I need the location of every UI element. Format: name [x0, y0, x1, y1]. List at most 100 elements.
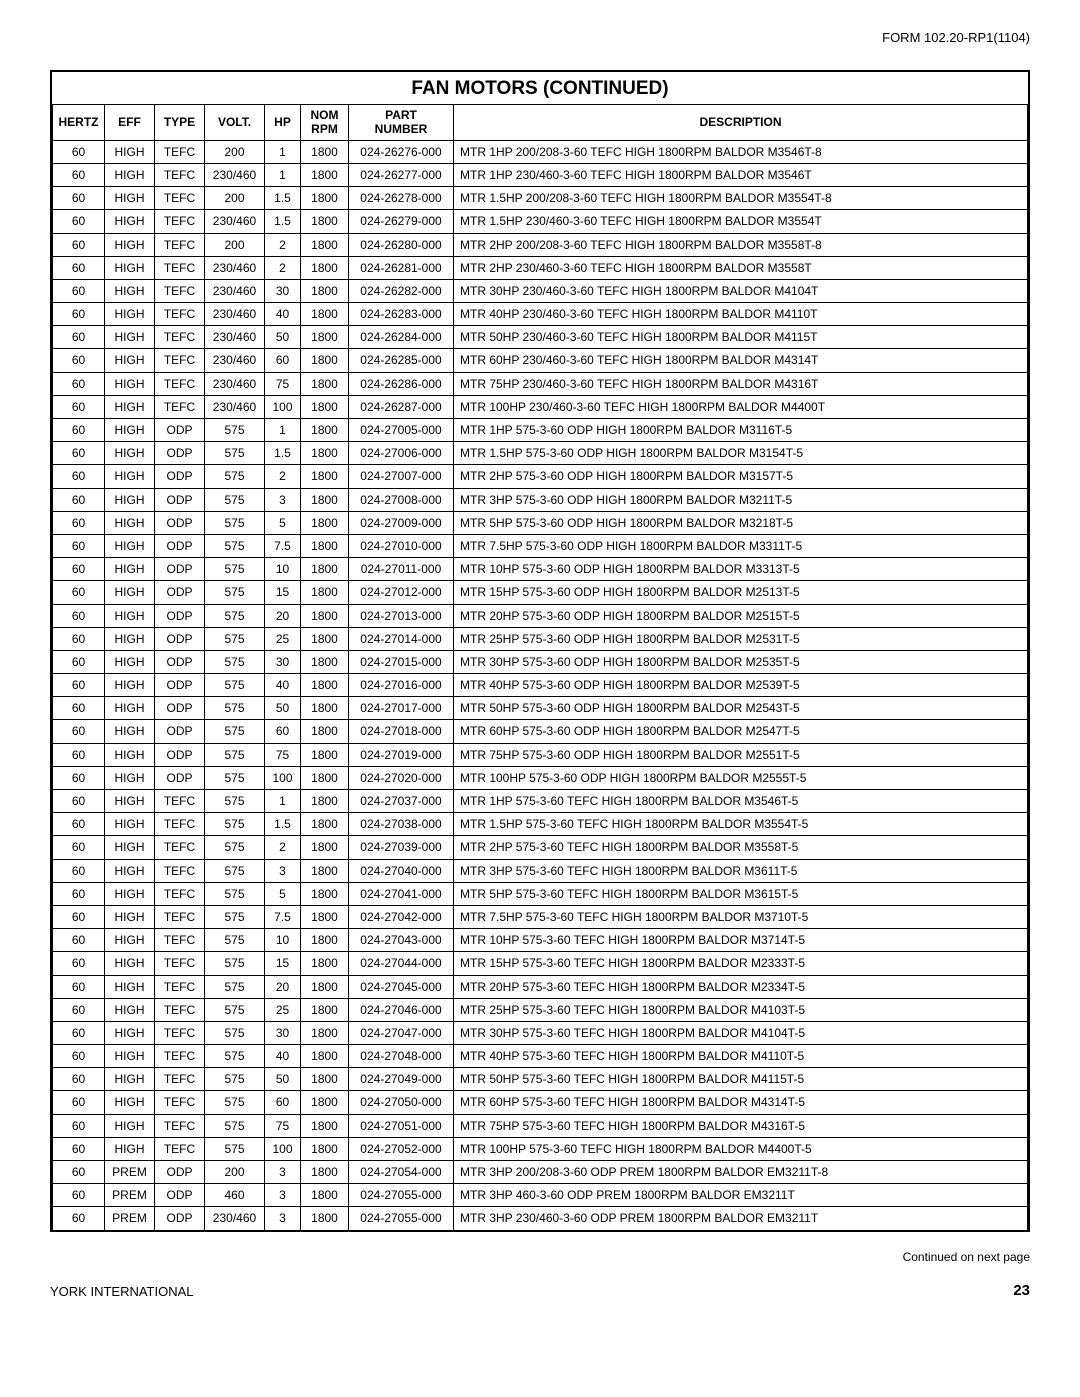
table-cell: TEFC [155, 1068, 205, 1091]
table-cell: 1800 [301, 604, 349, 627]
table-cell: 230/460 [205, 349, 265, 372]
table-cell: MTR 60HP 575-3-60 ODP HIGH 1800RPM BALDO… [454, 720, 1028, 743]
table-cell: 024-27014-000 [349, 627, 454, 650]
table-cell: 30 [265, 279, 301, 302]
table-cell: ODP [155, 674, 205, 697]
table-cell: 575 [205, 859, 265, 882]
table-row: 60HIGHTEFC57521800024-27039-000MTR 2HP 5… [53, 836, 1028, 859]
table-cell: 575 [205, 697, 265, 720]
table-cell: 024-26281-000 [349, 256, 454, 279]
table-cell: 60 [53, 697, 105, 720]
table-cell: 575 [205, 604, 265, 627]
table-row: 60HIGHTEFC575751800024-27051-000MTR 75HP… [53, 1114, 1028, 1137]
table-row: 60HIGHODP575101800024-27011-000MTR 10HP … [53, 558, 1028, 581]
table-cell: 230/460 [205, 163, 265, 186]
table-cell: MTR 75HP 575-3-60 ODP HIGH 1800RPM BALDO… [454, 743, 1028, 766]
table-cell: 1800 [301, 813, 349, 836]
table-row: 60HIGHODP575601800024-27018-000MTR 60HP … [53, 720, 1028, 743]
table-cell: 7.5 [265, 534, 301, 557]
table-cell: 60 [53, 163, 105, 186]
table-cell: HIGH [105, 627, 155, 650]
table-cell: MTR 50HP 230/460-3-60 TEFC HIGH 1800RPM … [454, 326, 1028, 349]
table-cell: 75 [265, 1114, 301, 1137]
table-cell: 1800 [301, 1091, 349, 1114]
table-cell: 575 [205, 465, 265, 488]
table-row: 60HIGHTEFC230/4601001800024-26287-000MTR… [53, 395, 1028, 418]
table-cell: 024-27054-000 [349, 1161, 454, 1184]
table-cell: 75 [265, 743, 301, 766]
table-cell: 575 [205, 627, 265, 650]
table-row: 60HIGHTEFC230/460751800024-26286-000MTR … [53, 372, 1028, 395]
table-cell: HIGH [105, 1091, 155, 1114]
table-cell: 024-27013-000 [349, 604, 454, 627]
table-cell: 575 [205, 929, 265, 952]
table-cell: TEFC [155, 998, 205, 1021]
table-cell: TEFC [155, 975, 205, 998]
table-cell: 2 [265, 465, 301, 488]
table-cell: 1800 [301, 975, 349, 998]
table-cell: 1800 [301, 187, 349, 210]
table-row: 60HIGHODP57531800024-27008-000MTR 3HP 57… [53, 488, 1028, 511]
table-row: 60HIGHTEFC575151800024-27044-000MTR 15HP… [53, 952, 1028, 975]
table-cell: TEFC [155, 279, 205, 302]
table-cell: HIGH [105, 604, 155, 627]
table-cell: 1800 [301, 349, 349, 372]
table-cell: HIGH [105, 187, 155, 210]
table-cell: 575 [205, 790, 265, 813]
table-cell: 2 [265, 256, 301, 279]
table-row: 60HIGHTEFC575101800024-27043-000MTR 10HP… [53, 929, 1028, 952]
table-cell: 1.5 [265, 210, 301, 233]
table-cell: TEFC [155, 140, 205, 163]
table-cell: MTR 60HP 230/460-3-60 TEFC HIGH 1800RPM … [454, 349, 1028, 372]
table-cell: 60 [53, 1161, 105, 1184]
table-cell: 230/460 [205, 256, 265, 279]
table-cell: 575 [205, 488, 265, 511]
table-cell: HIGH [105, 279, 155, 302]
table-cell: 40 [265, 303, 301, 326]
table-cell: PREM [105, 1184, 155, 1207]
table-cell: TEFC [155, 187, 205, 210]
table-cell: 60 [53, 187, 105, 210]
table-cell: ODP [155, 558, 205, 581]
table-cell: 230/460 [205, 326, 265, 349]
table-cell: 75 [265, 372, 301, 395]
table-cell: 1800 [301, 952, 349, 975]
table-cell: 575 [205, 581, 265, 604]
table-cell: 60 [53, 1137, 105, 1160]
table-cell: 25 [265, 998, 301, 1021]
table-cell: 30 [265, 1021, 301, 1044]
table-cell: 3 [265, 1184, 301, 1207]
table-cell: HIGH [105, 558, 155, 581]
col-header-volt: VOLT. [205, 105, 265, 140]
table-cell: HIGH [105, 650, 155, 673]
table-cell: MTR 3HP 230/460-3-60 ODP PREM 1800RPM BA… [454, 1207, 1028, 1230]
table-row: 60HIGHTEFC230/46021800024-26281-000MTR 2… [53, 256, 1028, 279]
table-cell: HIGH [105, 998, 155, 1021]
table-cell: 575 [205, 650, 265, 673]
table-cell: 1800 [301, 790, 349, 813]
table-cell: 1800 [301, 998, 349, 1021]
table-cell: 024-27018-000 [349, 720, 454, 743]
table-cell: 15 [265, 952, 301, 975]
table-cell: HIGH [105, 419, 155, 442]
table-cell: 1 [265, 790, 301, 813]
table-cell: ODP [155, 511, 205, 534]
table-cell: 575 [205, 558, 265, 581]
table-cell: 60 [53, 465, 105, 488]
table-cell: 1800 [301, 697, 349, 720]
table-cell: 1800 [301, 326, 349, 349]
table-cell: 1800 [301, 720, 349, 743]
table-row: 60HIGHODP575201800024-27013-000MTR 20HP … [53, 604, 1028, 627]
table-cell: ODP [155, 581, 205, 604]
table-cell: HIGH [105, 952, 155, 975]
table-cell: ODP [155, 465, 205, 488]
table-cell: MTR 1.5HP 230/460-3-60 TEFC HIGH 1800RPM… [454, 210, 1028, 233]
table-cell: 40 [265, 674, 301, 697]
table-cell: 024-26282-000 [349, 279, 454, 302]
table-cell: 024-27010-000 [349, 534, 454, 557]
table-cell: 60 [53, 674, 105, 697]
table-row: 60HIGHODP575401800024-27016-000MTR 40HP … [53, 674, 1028, 697]
table-cell: MTR 20HP 575-3-60 TEFC HIGH 1800RPM BALD… [454, 975, 1028, 998]
table-cell: HIGH [105, 766, 155, 789]
page-footer: YORK INTERNATIONAL 23 [50, 1282, 1030, 1299]
